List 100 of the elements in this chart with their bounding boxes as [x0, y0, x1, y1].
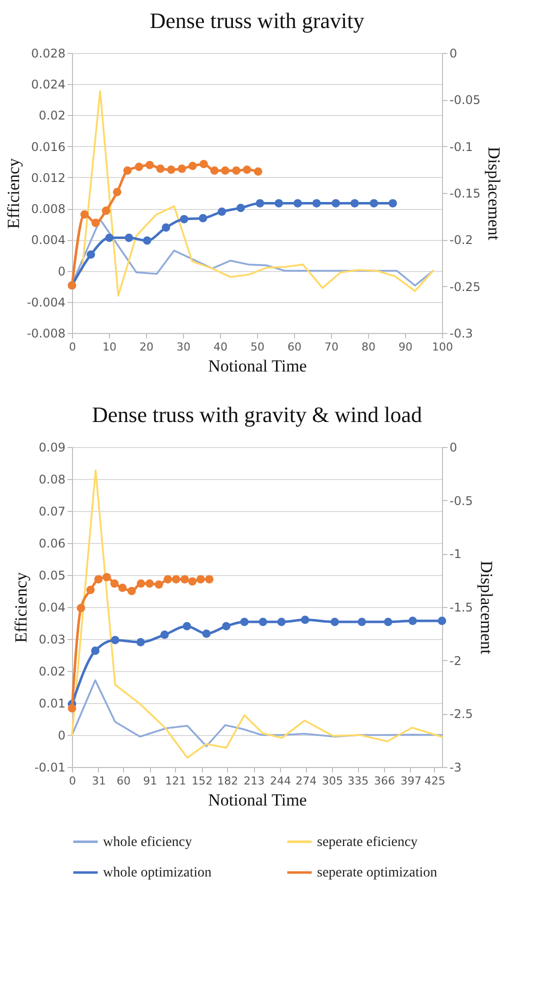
x-tick-label: 213	[244, 774, 265, 788]
y2-tick-label: -2	[450, 654, 462, 668]
point	[350, 199, 359, 208]
legend-label: seperate eficiency	[317, 834, 418, 850]
y-tick-label: 0.07	[38, 504, 66, 518]
point	[80, 210, 89, 219]
x-axis-title: Notional Time	[208, 790, 307, 810]
x-axis-title: Notional Time	[208, 356, 307, 376]
y2-tick-label: -1.5	[450, 600, 473, 614]
point	[388, 199, 397, 208]
point	[205, 575, 214, 584]
point	[200, 160, 208, 168]
point	[146, 160, 154, 170]
x-tick-label: 425	[424, 774, 446, 788]
point	[145, 579, 154, 588]
y-tick-label: 0.02	[38, 664, 66, 678]
chart-title: Dense truss with gravity	[150, 8, 364, 33]
y-tick-label: 0.03	[38, 632, 66, 646]
point	[258, 618, 268, 626]
y-tick-label: 0.028	[31, 46, 66, 60]
point	[91, 218, 100, 228]
point	[134, 162, 144, 172]
point	[256, 199, 264, 208]
x-tick-label: 335	[348, 774, 369, 788]
legend-label: whole optimization	[103, 866, 212, 880]
point	[438, 616, 446, 626]
point	[102, 572, 111, 582]
x-tick-label: 40	[214, 340, 228, 354]
legend-label: whole eficiency	[103, 834, 192, 850]
x-tick-label: 90	[398, 340, 412, 354]
point	[218, 207, 226, 216]
point	[127, 586, 136, 596]
y-axis-title: Efficiency	[11, 572, 30, 643]
x-tick-label: 397	[400, 774, 422, 788]
chart-title: Dense truss with gravity & wind load	[92, 402, 422, 427]
y2-tick-label: 0	[450, 46, 458, 60]
point	[124, 234, 134, 242]
point	[312, 199, 321, 208]
point	[180, 214, 188, 224]
point	[188, 162, 197, 170]
x-tick-label: 20	[140, 340, 154, 354]
y-tick-label: 0.024	[31, 78, 66, 92]
point	[68, 704, 76, 713]
point	[136, 638, 145, 646]
y2-tick-label: -0.5	[450, 494, 473, 508]
y-tick-label: 0.05	[38, 568, 66, 582]
y2-tick-label: 0	[450, 440, 458, 454]
y-tick-label: 0.004	[31, 233, 66, 248]
y-tick-label: -0.004	[26, 295, 66, 310]
point	[408, 616, 417, 626]
point	[110, 579, 119, 588]
point	[358, 618, 366, 626]
point	[300, 616, 310, 624]
y2-tick-label: -0.25	[450, 280, 481, 294]
point	[160, 630, 169, 639]
legend-label: seperate optimization	[317, 866, 438, 880]
x-tick-label: 60	[288, 340, 302, 354]
point	[162, 223, 170, 232]
y-tick-label: 0	[58, 728, 66, 742]
point	[277, 618, 286, 626]
x-tick-label: 30	[176, 340, 190, 354]
point	[105, 234, 114, 242]
point	[332, 199, 340, 208]
point	[180, 575, 189, 584]
x-tick-label: 244	[270, 774, 292, 788]
x-tick-label: 60	[116, 774, 131, 788]
point	[110, 636, 120, 644]
line-series	[81, 90, 434, 297]
y2-axis-title: Displacement	[476, 560, 496, 655]
x-tick-label: 0	[69, 340, 76, 354]
x-tick-label: 152	[192, 774, 213, 788]
x-tick-label: 80	[362, 340, 376, 354]
point	[172, 575, 180, 584]
point	[94, 575, 103, 584]
point	[232, 166, 240, 175]
y-tick-label: 0.01	[38, 696, 66, 710]
x-tick-label: 274	[296, 774, 317, 788]
y2-tick-label: -3	[450, 760, 462, 774]
x-tick-label: 182	[217, 774, 238, 788]
point	[166, 165, 176, 174]
point	[370, 199, 378, 208]
point	[142, 236, 152, 245]
y2-tick-label: -0.2	[450, 233, 473, 248]
y2-tick-label: -0.1	[450, 140, 473, 154]
y2-tick-label: -1	[450, 547, 462, 562]
point	[76, 604, 86, 612]
point	[86, 586, 95, 594]
y-axis-title: Efficiency	[4, 158, 23, 229]
point	[202, 629, 211, 638]
x-tick-label: 50	[250, 340, 264, 354]
point	[154, 580, 164, 589]
point	[240, 618, 249, 626]
x-tick-label: 121	[165, 774, 186, 788]
x-tick-label: 91	[143, 774, 158, 788]
y-tick-label: 0.04	[38, 600, 66, 614]
point	[118, 584, 127, 592]
point	[182, 622, 192, 630]
point	[294, 199, 302, 208]
point	[178, 164, 186, 173]
x-tick-label: 100	[432, 340, 453, 354]
